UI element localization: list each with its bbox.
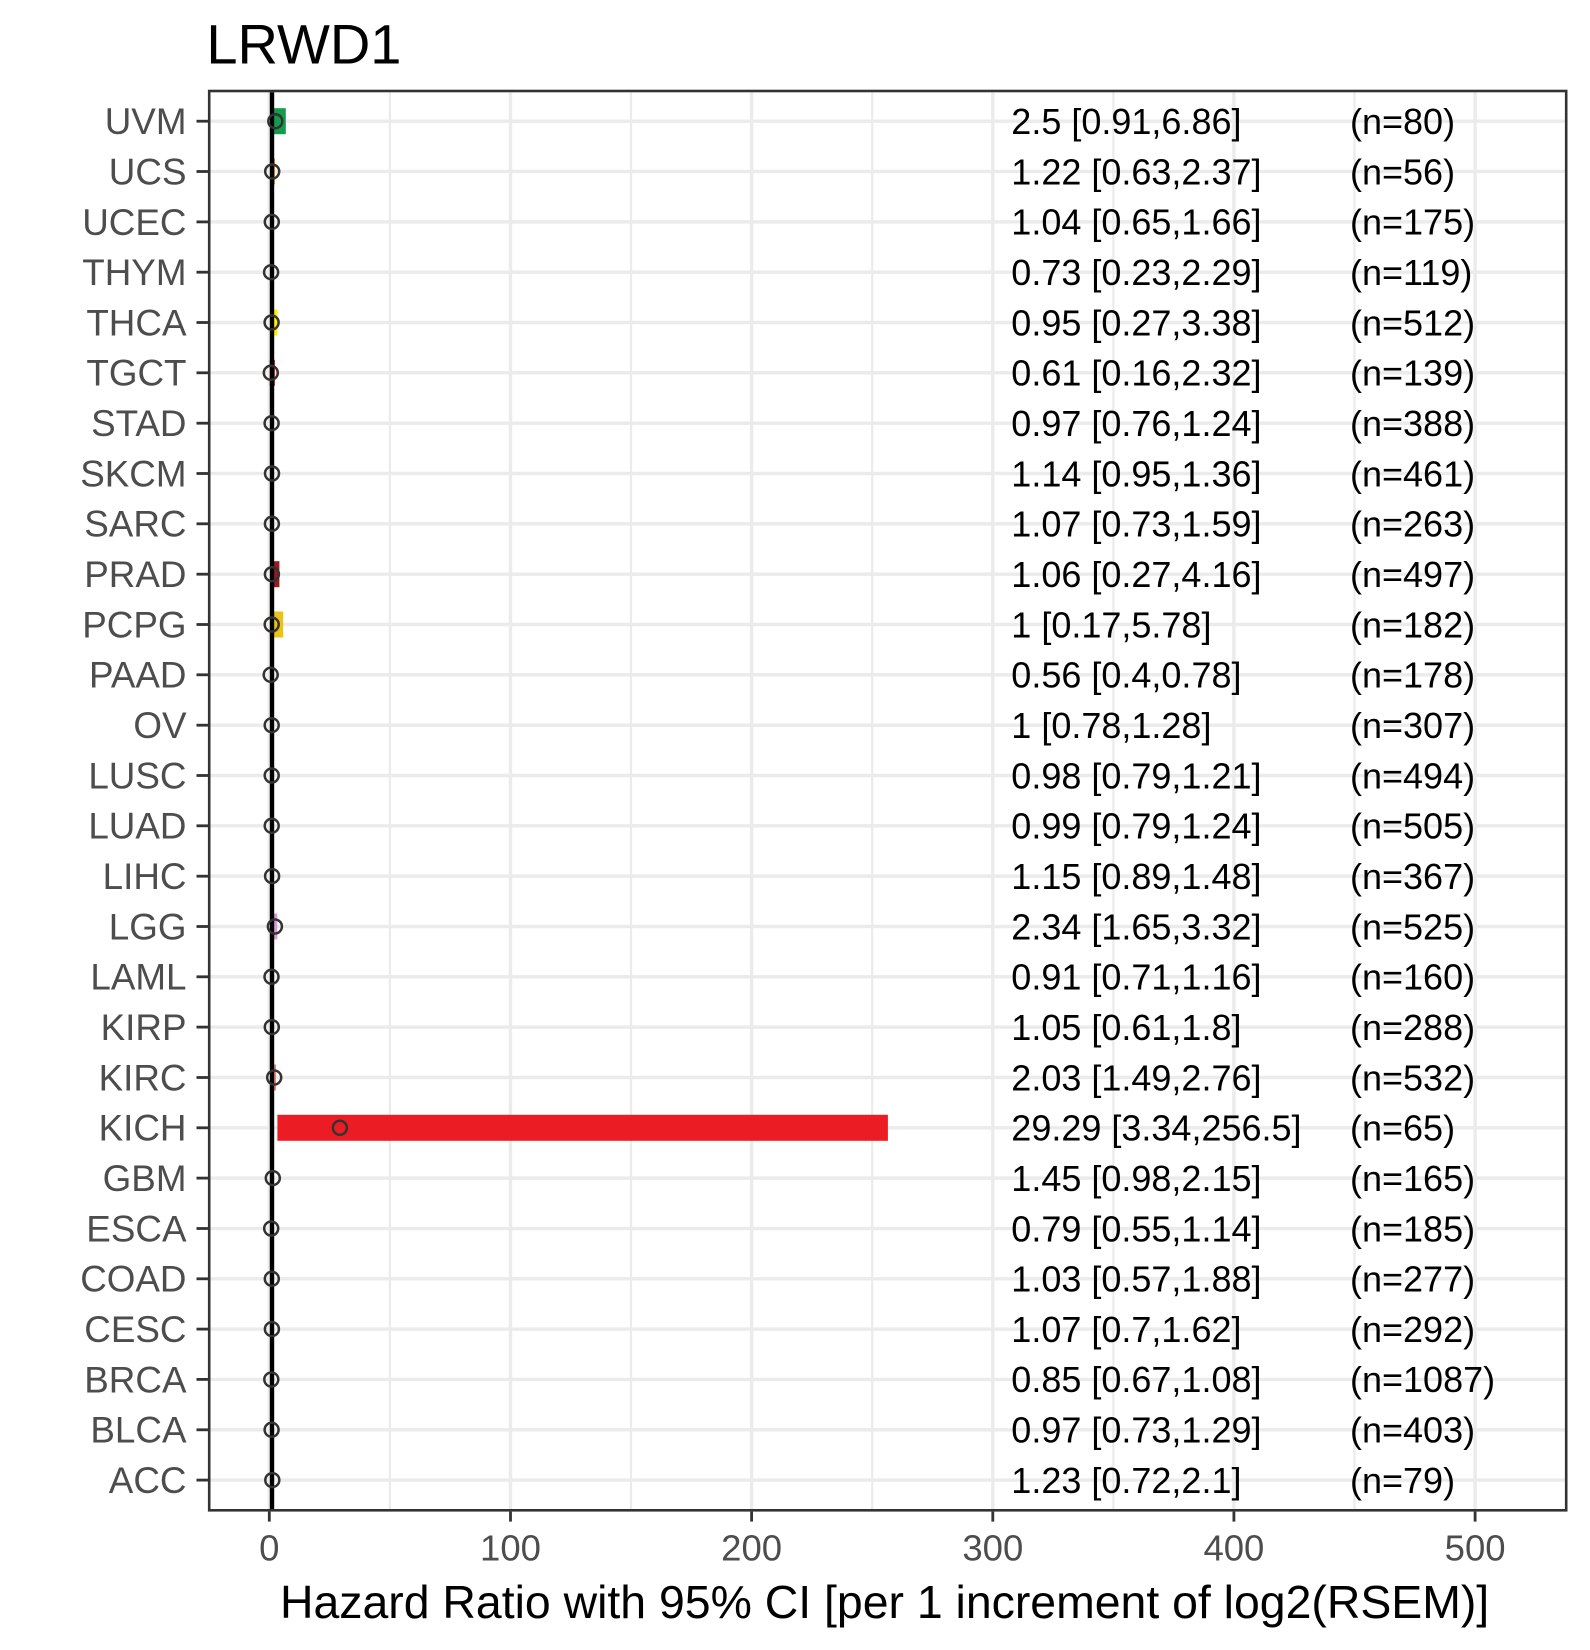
- svg-text:(n=307): (n=307): [1350, 705, 1475, 746]
- svg-text:KICH: KICH: [99, 1108, 187, 1149]
- svg-text:(n=512): (n=512): [1350, 302, 1475, 343]
- svg-text:1.15 [0.89,1.48]: 1.15 [0.89,1.48]: [1011, 856, 1261, 897]
- svg-text:1.14 [0.95,1.36]: 1.14 [0.95,1.36]: [1011, 453, 1261, 494]
- svg-text:0.99 [0.79,1.24]: 0.99 [0.79,1.24]: [1011, 806, 1261, 847]
- svg-text:Hazard Ratio with 95% CI [per: Hazard Ratio with 95% CI [per 1 incremen…: [280, 1576, 1489, 1628]
- svg-text:(n=263): (n=263): [1350, 504, 1475, 545]
- svg-text:LIHC: LIHC: [103, 856, 187, 897]
- svg-text:1.22 [0.63,2.37]: 1.22 [0.63,2.37]: [1011, 151, 1261, 192]
- svg-text:(n=175): (n=175): [1350, 202, 1475, 243]
- svg-text:0: 0: [259, 1527, 279, 1568]
- svg-text:(n=388): (n=388): [1350, 403, 1475, 444]
- svg-text:LUSC: LUSC: [88, 755, 186, 796]
- svg-text:500: 500: [1445, 1527, 1506, 1568]
- svg-text:2.34 [1.65,3.32]: 2.34 [1.65,3.32]: [1011, 906, 1261, 947]
- svg-text:(n=79): (n=79): [1350, 1460, 1455, 1501]
- svg-text:0.79 [0.55,1.14]: 0.79 [0.55,1.14]: [1011, 1208, 1261, 1249]
- svg-text:200: 200: [721, 1527, 782, 1568]
- svg-text:LGG: LGG: [109, 906, 187, 947]
- svg-text:(n=178): (n=178): [1350, 655, 1475, 696]
- svg-text:(n=367): (n=367): [1350, 856, 1475, 897]
- svg-text:0.91 [0.71,1.16]: 0.91 [0.71,1.16]: [1011, 957, 1261, 998]
- svg-text:(n=532): (n=532): [1350, 1057, 1475, 1098]
- svg-text:KIRC: KIRC: [99, 1057, 187, 1098]
- svg-text:CESC: CESC: [84, 1309, 186, 1350]
- svg-text:(n=525): (n=525): [1350, 906, 1475, 947]
- svg-text:(n=292): (n=292): [1350, 1309, 1475, 1350]
- svg-text:0.73 [0.23,2.29]: 0.73 [0.23,2.29]: [1011, 252, 1261, 293]
- svg-text:PCPG: PCPG: [82, 604, 186, 645]
- svg-text:(n=505): (n=505): [1350, 806, 1475, 847]
- svg-text:29.29 [3.34,256.5]: 29.29 [3.34,256.5]: [1011, 1108, 1301, 1149]
- svg-text:UVM: UVM: [105, 101, 187, 142]
- svg-text:300: 300: [962, 1527, 1023, 1568]
- svg-text:(n=139): (n=139): [1350, 353, 1475, 394]
- svg-text:LAML: LAML: [90, 957, 186, 998]
- svg-text:1.07 [0.7,1.62]: 1.07 [0.7,1.62]: [1011, 1309, 1241, 1350]
- svg-text:1.04 [0.65,1.66]: 1.04 [0.65,1.66]: [1011, 202, 1261, 243]
- svg-text:PAAD: PAAD: [89, 655, 186, 696]
- svg-text:COAD: COAD: [80, 1259, 186, 1300]
- svg-text:(n=185): (n=185): [1350, 1208, 1475, 1249]
- svg-text:PRAD: PRAD: [84, 554, 186, 595]
- svg-text:1.23 [0.72,2.1]: 1.23 [0.72,2.1]: [1011, 1460, 1241, 1501]
- svg-text:0.85 [0.67,1.08]: 0.85 [0.67,1.08]: [1011, 1359, 1261, 1400]
- svg-text:2.03 [1.49,2.76]: 2.03 [1.49,2.76]: [1011, 1057, 1261, 1098]
- svg-text:THYM: THYM: [82, 252, 186, 293]
- svg-text:UCS: UCS: [109, 151, 187, 192]
- svg-text:(n=165): (n=165): [1350, 1158, 1475, 1199]
- svg-text:0.97 [0.73,1.29]: 0.97 [0.73,1.29]: [1011, 1410, 1261, 1451]
- svg-text:400: 400: [1203, 1527, 1264, 1568]
- svg-text:(n=497): (n=497): [1350, 554, 1475, 595]
- svg-text:(n=80): (n=80): [1350, 101, 1455, 142]
- svg-text:(n=277): (n=277): [1350, 1259, 1475, 1300]
- svg-text:ESCA: ESCA: [86, 1208, 187, 1249]
- svg-text:1 [0.78,1.28]: 1 [0.78,1.28]: [1011, 705, 1211, 746]
- svg-text:LUAD: LUAD: [88, 806, 186, 847]
- svg-text:BRCA: BRCA: [84, 1359, 187, 1400]
- svg-text:0.61 [0.16,2.32]: 0.61 [0.16,2.32]: [1011, 353, 1261, 394]
- svg-text:STAD: STAD: [91, 403, 186, 444]
- svg-text:(n=182): (n=182): [1350, 604, 1475, 645]
- svg-text:SKCM: SKCM: [80, 453, 186, 494]
- svg-text:(n=1087): (n=1087): [1350, 1359, 1495, 1400]
- svg-text:2.5 [0.91,6.86]: 2.5 [0.91,6.86]: [1011, 101, 1241, 142]
- svg-text:0.56 [0.4,0.78]: 0.56 [0.4,0.78]: [1011, 655, 1241, 696]
- svg-text:0.98 [0.79,1.21]: 0.98 [0.79,1.21]: [1011, 755, 1261, 796]
- svg-text:GBM: GBM: [103, 1158, 187, 1199]
- svg-text:(n=56): (n=56): [1350, 151, 1455, 192]
- svg-text:1.07 [0.73,1.59]: 1.07 [0.73,1.59]: [1011, 504, 1261, 545]
- svg-text:1.03 [0.57,1.88]: 1.03 [0.57,1.88]: [1011, 1259, 1261, 1300]
- svg-text:0.95 [0.27,3.38]: 0.95 [0.27,3.38]: [1011, 302, 1261, 343]
- svg-text:(n=494): (n=494): [1350, 755, 1475, 796]
- svg-text:(n=461): (n=461): [1350, 453, 1475, 494]
- svg-text:100: 100: [480, 1527, 541, 1568]
- svg-text:SARC: SARC: [84, 504, 186, 545]
- svg-text:(n=288): (n=288): [1350, 1007, 1475, 1048]
- svg-text:BLCA: BLCA: [90, 1410, 187, 1451]
- svg-text:UCEC: UCEC: [82, 202, 186, 243]
- svg-text:1.45 [0.98,2.15]: 1.45 [0.98,2.15]: [1011, 1158, 1261, 1199]
- svg-text:OV: OV: [133, 705, 187, 746]
- svg-text:THCA: THCA: [86, 302, 187, 343]
- svg-text:1.06 [0.27,4.16]: 1.06 [0.27,4.16]: [1011, 554, 1261, 595]
- svg-text:(n=119): (n=119): [1350, 252, 1472, 293]
- svg-text:1 [0.17,5.78]: 1 [0.17,5.78]: [1011, 604, 1211, 645]
- svg-text:KIRP: KIRP: [101, 1007, 187, 1048]
- svg-text:TGCT: TGCT: [86, 353, 186, 394]
- svg-text:(n=65): (n=65): [1350, 1108, 1455, 1149]
- svg-text:LRWD1: LRWD1: [206, 12, 401, 75]
- svg-text:1.05 [0.61,1.8]: 1.05 [0.61,1.8]: [1011, 1007, 1241, 1048]
- svg-text:0.97 [0.76,1.24]: 0.97 [0.76,1.24]: [1011, 403, 1261, 444]
- svg-text:ACC: ACC: [109, 1460, 187, 1501]
- svg-text:(n=403): (n=403): [1350, 1410, 1475, 1451]
- svg-text:(n=160): (n=160): [1350, 957, 1475, 998]
